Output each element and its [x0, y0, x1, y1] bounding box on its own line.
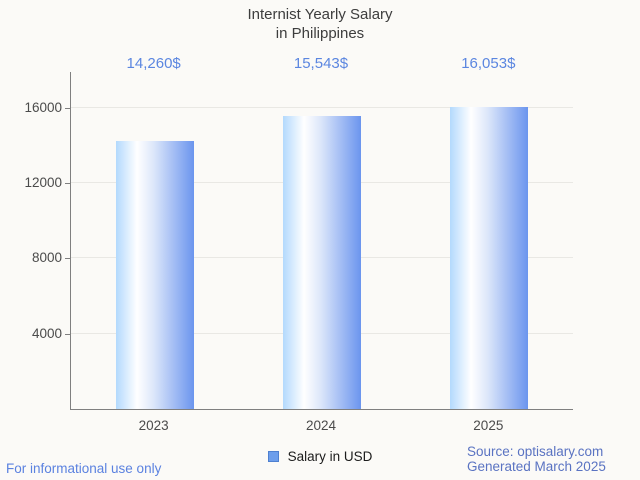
bar-2023 — [115, 141, 194, 409]
x-axis-label-2024: 2024 — [305, 418, 337, 433]
y-tick-label: 8000 — [31, 250, 62, 266]
chart-title: Internist Yearly Salary in Philippines — [0, 5, 640, 43]
value-label-2025: 16,053$ — [461, 55, 516, 72]
chart-title-line-2: in Philippines — [275, 25, 365, 42]
value-label-2023: 14,260$ — [126, 55, 181, 72]
value-label-2024: 15,543$ — [293, 55, 349, 72]
x-axis-label-2025: 2025 — [473, 418, 504, 433]
plot-area — [70, 72, 573, 410]
y-tick-label: 16000 — [24, 99, 62, 115]
source-text: Source: optisalary.com — [467, 444, 604, 459]
bar-2025 — [450, 107, 529, 409]
legend-swatch-icon — [267, 451, 279, 462]
y-axis-tick — [65, 258, 70, 260]
y-axis-tick — [65, 333, 70, 335]
chart-title-line-1: Internist Yearly Salary — [247, 6, 393, 23]
legend: Salary in USD — [0, 449, 640, 464]
generated-text: Generated March 2025 — [467, 459, 606, 474]
x-axis-label-2023: 2023 — [138, 418, 169, 433]
legend-label: Salary in USD — [287, 449, 373, 464]
y-axis-tick — [65, 183, 70, 185]
disclaimer-text: For informational use only — [6, 461, 162, 476]
y-axis-tick — [65, 107, 70, 109]
y-tick-label: 4000 — [31, 325, 62, 341]
bar-2024 — [283, 116, 361, 409]
y-tick-label: 12000 — [24, 175, 62, 191]
gridline — [71, 106, 573, 108]
source-block: Source: optisalary.com Generated March 2… — [467, 444, 606, 474]
